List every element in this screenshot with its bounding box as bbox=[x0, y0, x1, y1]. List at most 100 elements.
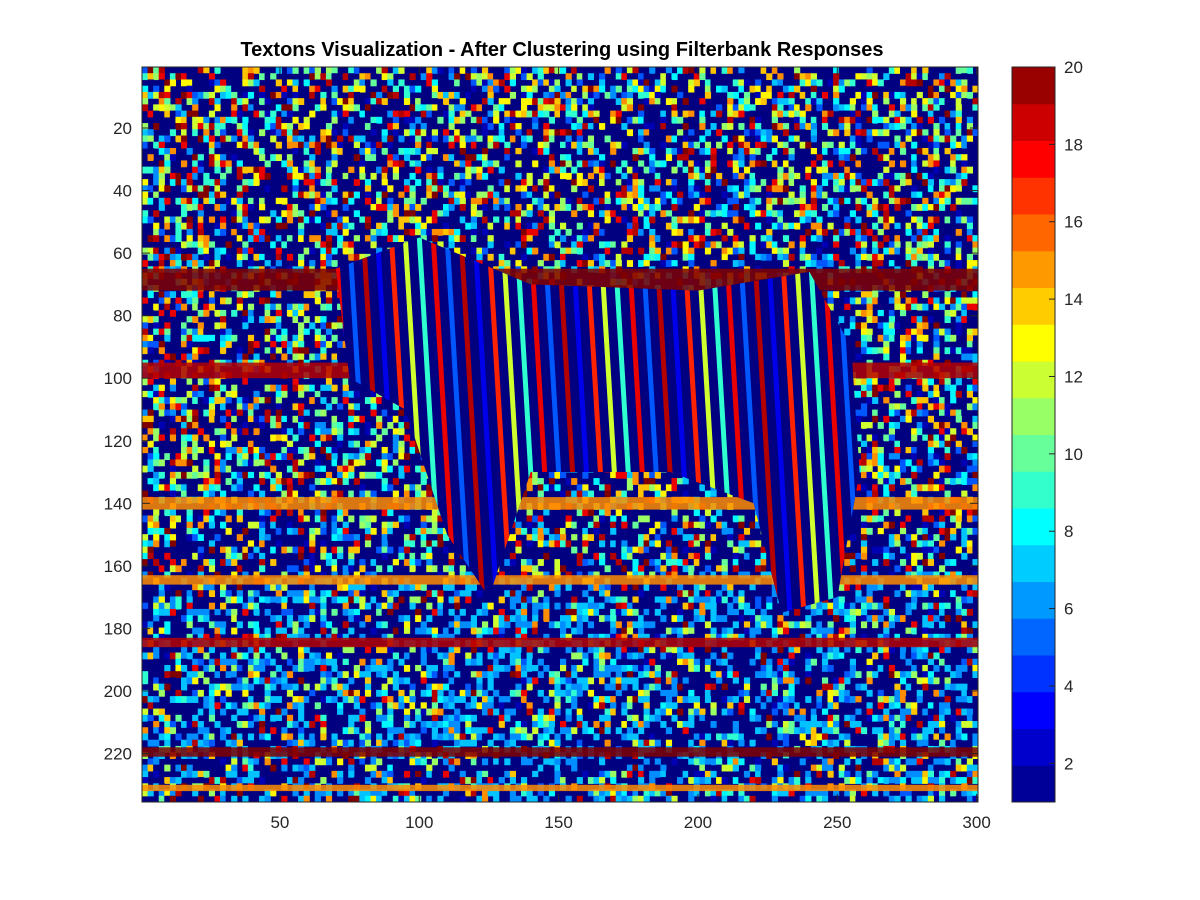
heatmap-cell bbox=[576, 160, 583, 168]
heatmap-cell bbox=[197, 160, 204, 168]
heatmap-cell bbox=[270, 347, 277, 355]
heatmap-cell bbox=[426, 147, 433, 155]
heatmap-cell bbox=[849, 172, 856, 180]
heatmap-cell bbox=[309, 309, 316, 317]
heatmap-cell bbox=[916, 328, 923, 336]
heatmap-cell bbox=[342, 123, 349, 130]
heatmap-cell bbox=[632, 185, 639, 193]
heatmap-cell bbox=[838, 166, 845, 174]
heatmap-cell bbox=[247, 247, 255, 255]
heatmap-cell bbox=[504, 147, 511, 155]
heatmap-cell bbox=[320, 247, 327, 255]
heatmap-cell bbox=[409, 123, 416, 130]
heatmap-cell bbox=[782, 98, 790, 105]
heatmap-cell bbox=[208, 241, 216, 249]
heatmap-cell bbox=[894, 123, 901, 130]
heatmap-cell bbox=[387, 154, 394, 162]
heatmap-cell bbox=[303, 185, 310, 193]
heatmap-cell bbox=[860, 91, 868, 99]
heatmap-cell bbox=[214, 397, 221, 404]
heatmap-cell bbox=[872, 390, 879, 398]
heatmap-cell bbox=[643, 260, 650, 267]
heatmap-cell bbox=[638, 204, 645, 211]
heatmap-cell bbox=[164, 260, 171, 267]
heatmap-cell bbox=[771, 253, 778, 261]
heatmap-cell bbox=[727, 91, 734, 99]
heatmap-cell bbox=[587, 73, 595, 81]
heatmap-cell bbox=[259, 260, 266, 267]
heatmap-cell bbox=[615, 110, 622, 118]
heatmap-cell bbox=[448, 166, 455, 174]
heatmap-cell bbox=[403, 210, 411, 218]
heatmap-cell bbox=[242, 98, 249, 105]
heatmap-cell bbox=[465, 160, 472, 168]
heatmap-cell bbox=[298, 197, 305, 205]
heatmap-cell bbox=[643, 141, 650, 149]
heatmap-cell bbox=[727, 67, 734, 74]
heatmap-cell bbox=[693, 98, 700, 105]
heatmap-cell bbox=[966, 390, 974, 398]
heatmap-cell bbox=[961, 347, 968, 355]
heatmap-cell bbox=[208, 247, 216, 255]
heatmap-cell bbox=[292, 303, 299, 311]
heatmap-cell bbox=[899, 179, 907, 186]
heatmap-cell bbox=[175, 247, 182, 255]
heatmap-cell bbox=[259, 309, 266, 317]
heatmap-cell bbox=[872, 129, 879, 137]
heatmap-cell bbox=[938, 303, 946, 311]
heatmap-cell bbox=[615, 241, 622, 249]
heatmap-cell bbox=[214, 160, 221, 168]
heatmap-cell bbox=[944, 216, 951, 224]
heatmap-cell bbox=[504, 154, 511, 162]
heatmap-cell bbox=[415, 116, 422, 124]
heatmap-cell bbox=[203, 191, 210, 199]
heatmap-cell bbox=[253, 110, 260, 118]
heatmap-cell bbox=[364, 110, 372, 118]
heatmap-cell bbox=[454, 79, 461, 87]
heatmap-cell bbox=[270, 129, 277, 137]
heatmap-cell bbox=[309, 216, 316, 224]
heatmap-cell bbox=[509, 154, 517, 162]
heatmap-cell bbox=[498, 104, 505, 112]
heatmap-cell bbox=[743, 104, 751, 112]
heatmap-cell bbox=[247, 341, 255, 348]
heatmap-cell bbox=[972, 384, 978, 392]
heatmap-cell bbox=[298, 303, 305, 311]
heatmap-cell bbox=[933, 129, 940, 137]
heatmap-cell bbox=[320, 73, 327, 81]
heatmap-cell bbox=[944, 147, 951, 155]
heatmap-cell bbox=[292, 384, 299, 392]
heatmap-cell bbox=[298, 147, 305, 155]
heatmap-cell bbox=[493, 79, 500, 87]
heatmap-cell bbox=[548, 135, 556, 143]
heatmap-cell bbox=[459, 67, 466, 74]
heatmap-cell bbox=[186, 228, 193, 236]
heatmap-cell bbox=[749, 179, 756, 186]
heatmap-cell bbox=[364, 185, 372, 193]
heatmap-cell bbox=[922, 160, 929, 168]
heatmap-cell bbox=[621, 91, 628, 99]
heatmap-cell bbox=[654, 235, 661, 243]
heatmap-cell bbox=[164, 216, 171, 224]
heatmap-cell bbox=[966, 235, 974, 243]
heatmap-cell bbox=[186, 297, 193, 305]
heatmap-cell bbox=[197, 204, 204, 211]
heatmap-cell bbox=[426, 160, 433, 168]
heatmap-cell bbox=[716, 85, 723, 93]
heatmap-cell bbox=[604, 241, 611, 249]
heatmap-cell bbox=[292, 309, 299, 317]
heatmap-cell bbox=[270, 291, 277, 299]
heatmap-cell bbox=[409, 104, 416, 112]
heatmap-cell bbox=[359, 172, 366, 180]
heatmap-cell bbox=[142, 191, 149, 199]
heatmap-cell bbox=[331, 141, 338, 149]
heatmap-cell bbox=[838, 316, 845, 323]
heatmap-cell bbox=[704, 241, 712, 249]
heatmap-cell bbox=[181, 347, 188, 355]
heatmap-cell bbox=[649, 160, 656, 168]
heatmap-cell bbox=[654, 79, 661, 87]
heatmap-cell bbox=[610, 191, 617, 199]
heatmap-cell bbox=[303, 303, 310, 311]
heatmap-cell bbox=[727, 210, 734, 218]
heatmap-cell bbox=[376, 185, 383, 193]
